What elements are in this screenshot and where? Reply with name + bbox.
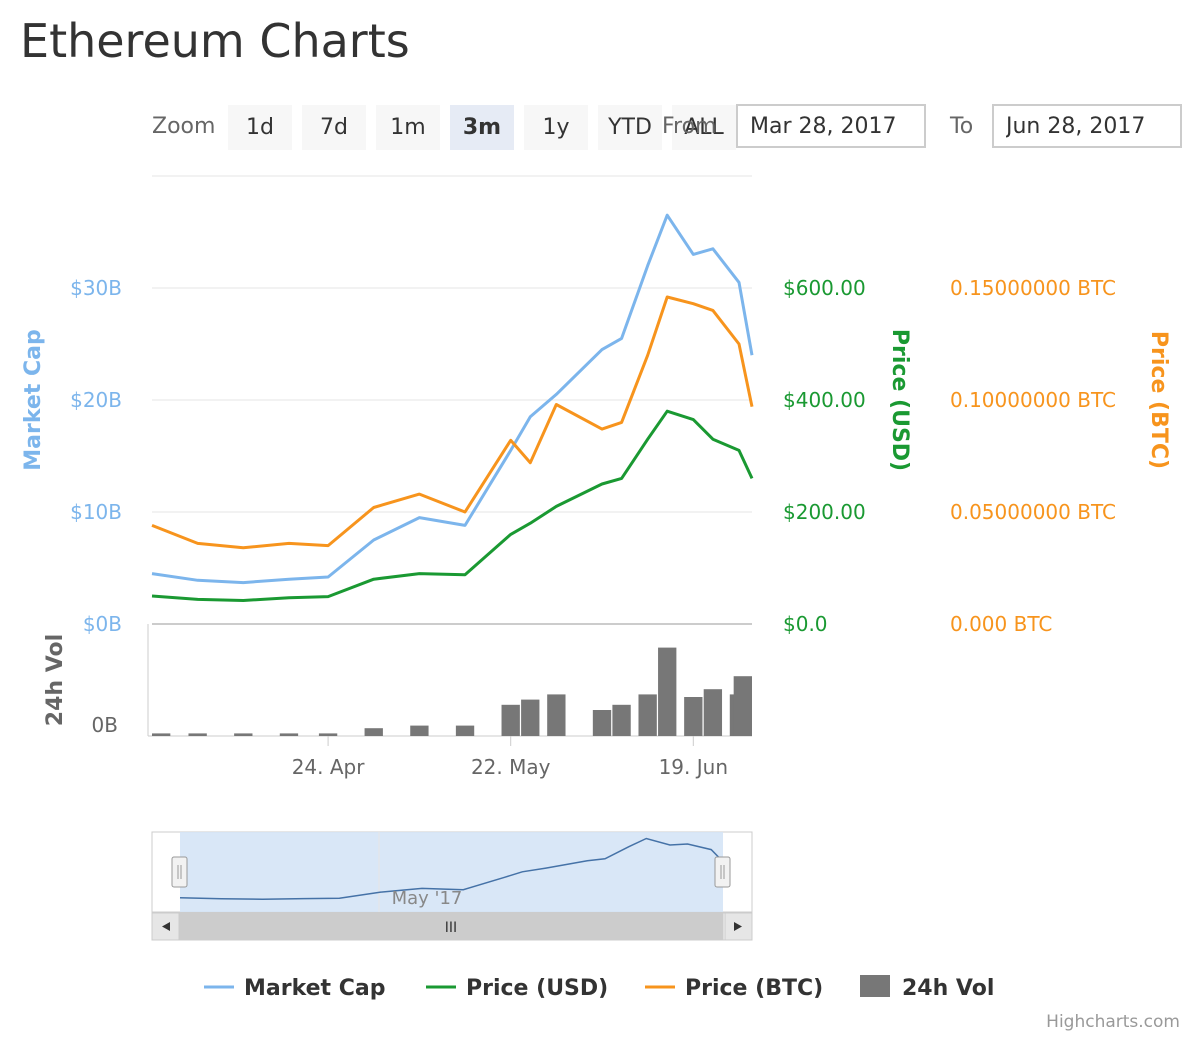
legend-label: Price (BTC) xyxy=(685,976,823,1001)
series-line-market-cap xyxy=(151,213,754,585)
volume-columns xyxy=(152,647,752,736)
page-title: Ethereum Charts xyxy=(20,14,410,68)
arrow-left-icon xyxy=(162,922,170,931)
zoom-button-1m[interactable]: 1m xyxy=(376,105,440,150)
navigator-series-line xyxy=(179,837,724,900)
y-axis-title-price-btc: Price (BTC) xyxy=(1146,331,1171,469)
x-tick-label: 19. Jun xyxy=(659,755,728,779)
volume-bar xyxy=(592,710,612,736)
to-label: To xyxy=(950,114,974,139)
y-tick-label-price-usd: $0.0 xyxy=(783,612,828,636)
from-date-input[interactable] xyxy=(736,104,926,148)
zoom-button-7d[interactable]: 7d xyxy=(302,105,366,150)
x-tick-label: 22. May xyxy=(471,755,551,779)
volume-bar xyxy=(703,689,723,736)
scrollbar-grip: III xyxy=(445,920,457,936)
legend-label: Market Cap xyxy=(244,976,385,1001)
zoom-button-ytd[interactable]: YTD xyxy=(598,105,662,150)
scrollbar-thumb[interactable] xyxy=(179,912,724,941)
volume-bar xyxy=(318,733,338,736)
to-date-input[interactable] xyxy=(992,104,1182,148)
volume-bar xyxy=(188,733,207,736)
zoom-label: Zoom xyxy=(152,114,216,139)
navigator-handle-right[interactable] xyxy=(714,856,731,888)
legend-item-volume[interactable]: 24h Vol xyxy=(860,975,994,1001)
y-tick-label-market-cap: $20B xyxy=(70,388,122,412)
series-line-price-usd xyxy=(151,409,754,602)
from-label: From xyxy=(662,114,717,139)
y-tick-label-price-usd: $200.00 xyxy=(783,500,866,524)
volume-bar xyxy=(638,694,657,736)
zoom-button-3m[interactable]: 3m xyxy=(450,105,514,150)
zoom-button-1d[interactable]: 1d xyxy=(228,105,292,150)
legend-item-price-usd[interactable]: Price (USD) xyxy=(426,976,608,1001)
y-tick-label-volume: 0B xyxy=(92,713,118,737)
arrow-right-icon xyxy=(734,922,742,931)
volume-bar xyxy=(501,704,520,736)
y-tick-label-market-cap: $0B xyxy=(83,612,122,636)
y-axis-title-price-usd: Price (USD) xyxy=(887,329,912,471)
legend-item-market-cap[interactable]: Market Cap xyxy=(204,976,385,1001)
y-tick-label-price-usd: $400.00 xyxy=(783,388,866,412)
volume-bar xyxy=(684,697,703,736)
y-axis-title-market-cap: Market Cap xyxy=(21,329,46,470)
volume-bar xyxy=(279,733,299,736)
series-lines xyxy=(151,213,754,602)
zoom-button-1y[interactable]: 1y xyxy=(524,105,588,150)
y-tick-label-price-btc: 0.15000000 BTC xyxy=(950,276,1116,300)
legend: Market Cap Price (USD) Price (BTC) 24h Vol xyxy=(204,975,994,1001)
y-axis-title-volume: 24h Vol xyxy=(43,634,68,726)
navigator-handle-left[interactable] xyxy=(171,856,188,888)
volume-bar xyxy=(547,694,566,736)
navigator[interactable]: May '17 III xyxy=(151,831,753,941)
volume-bar xyxy=(521,699,540,736)
y-tick-label-price-usd: $600.00 xyxy=(783,276,866,300)
legend-item-price-btc[interactable]: Price (BTC) xyxy=(645,976,823,1001)
series-line-price-btc xyxy=(151,295,754,550)
volume-bar xyxy=(410,725,429,736)
legend-label: 24h Vol xyxy=(902,976,994,1001)
y-tick-label-price-btc: 0.10000000 BTC xyxy=(950,388,1116,412)
grid-lines xyxy=(147,175,752,746)
y-tick-label-market-cap: $30B xyxy=(70,276,122,300)
legend-label: Price (USD) xyxy=(466,976,608,1001)
y-tick-label-market-cap: $10B xyxy=(70,500,122,524)
navigator-tick-label: May '17 xyxy=(392,888,463,909)
volume-bar xyxy=(658,647,677,736)
highcharts-credit[interactable]: Highcharts.com xyxy=(1046,1012,1180,1032)
zoom-button-all[interactable]: ALL xyxy=(672,105,736,150)
y-tick-label-price-btc: 0.05000000 BTC xyxy=(950,500,1116,524)
volume-bar xyxy=(612,704,631,736)
volume-bar xyxy=(364,728,383,736)
axis-labels: $0B $10B $20B $30B $0.0 $200.00 $400.00 $600.00… xyxy=(21,276,1171,779)
volume-bar xyxy=(733,676,752,736)
legend-symbol xyxy=(860,975,890,997)
volume-bar xyxy=(234,733,253,736)
y-tick-label-price-btc: 0.000 BTC xyxy=(950,612,1052,636)
x-tick-label: 24. Apr xyxy=(292,755,366,779)
volume-bar xyxy=(152,733,171,736)
volume-bar xyxy=(455,725,475,736)
